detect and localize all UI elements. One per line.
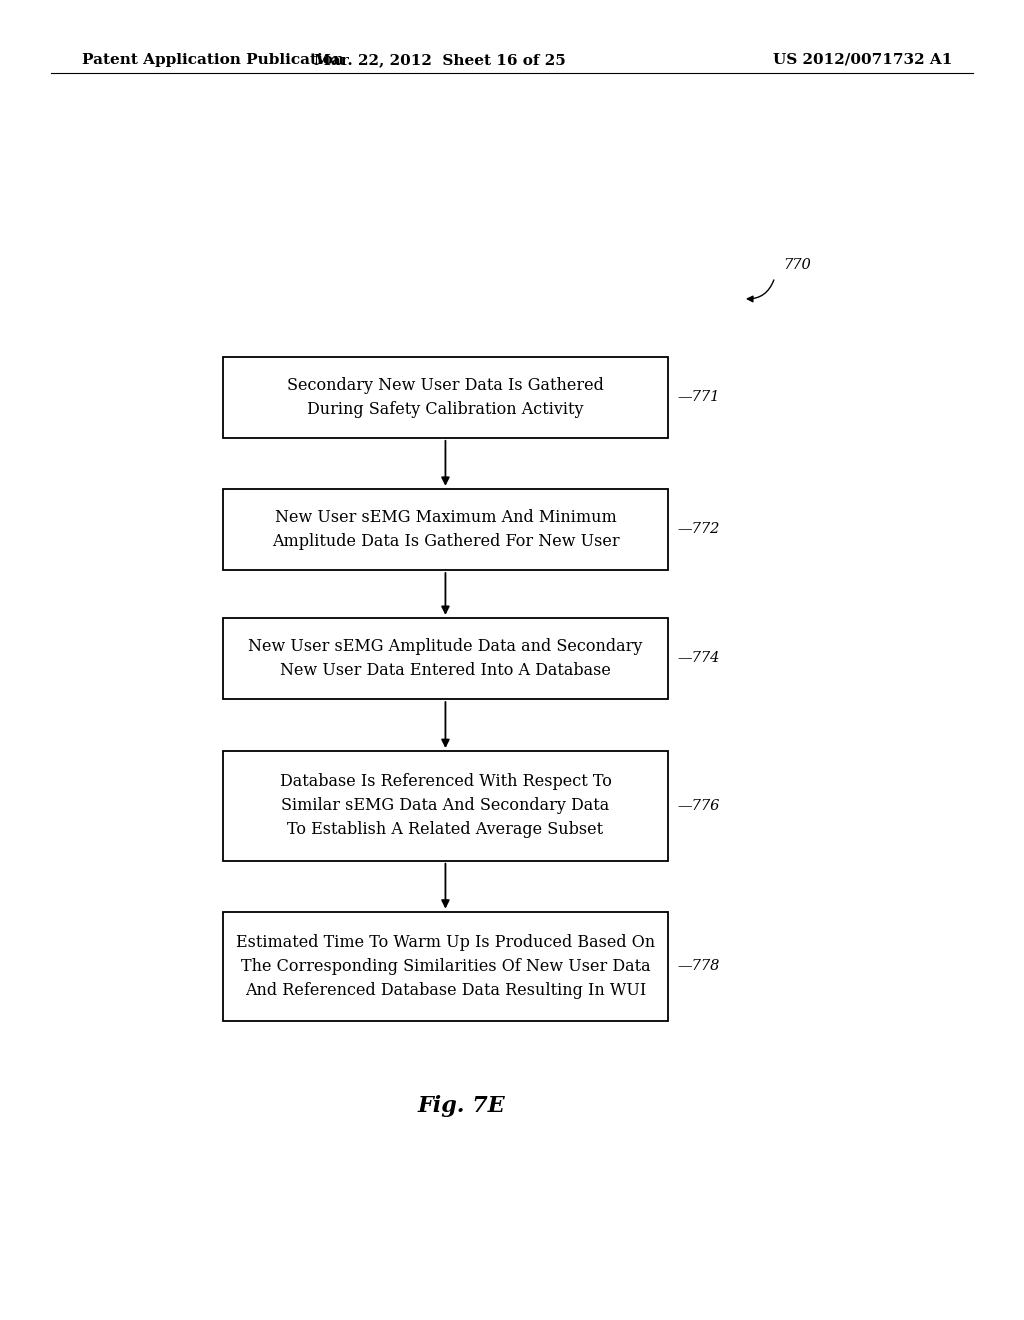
Text: —771: —771	[677, 391, 720, 404]
Text: Database Is Referenced With Respect To
Similar sEMG Data And Secondary Data
To E: Database Is Referenced With Respect To S…	[280, 774, 611, 838]
FancyBboxPatch shape	[223, 912, 668, 1022]
Text: New User sEMG Maximum And Minimum
Amplitude Data Is Gathered For New User: New User sEMG Maximum And Minimum Amplit…	[271, 508, 620, 550]
Text: —774: —774	[677, 652, 720, 665]
Text: Estimated Time To Warm Up Is Produced Based On
The Corresponding Similarities Of: Estimated Time To Warm Up Is Produced Ba…	[236, 933, 655, 999]
Text: Fig. 7E: Fig. 7E	[418, 1094, 505, 1117]
Text: Secondary New User Data Is Gathered
During Safety Calibration Activity: Secondary New User Data Is Gathered Duri…	[287, 376, 604, 418]
Text: —772: —772	[677, 523, 720, 536]
FancyBboxPatch shape	[223, 488, 668, 570]
Text: Patent Application Publication: Patent Application Publication	[82, 53, 344, 67]
Text: —776: —776	[677, 799, 720, 813]
Text: New User sEMG Amplitude Data and Secondary
New User Data Entered Into A Database: New User sEMG Amplitude Data and Seconda…	[248, 638, 643, 678]
Text: —778: —778	[677, 960, 720, 973]
Text: 770: 770	[782, 259, 810, 272]
Text: Mar. 22, 2012  Sheet 16 of 25: Mar. 22, 2012 Sheet 16 of 25	[314, 53, 566, 67]
FancyBboxPatch shape	[223, 618, 668, 700]
FancyBboxPatch shape	[223, 751, 668, 861]
FancyBboxPatch shape	[223, 356, 668, 438]
Text: US 2012/0071732 A1: US 2012/0071732 A1	[773, 53, 952, 67]
